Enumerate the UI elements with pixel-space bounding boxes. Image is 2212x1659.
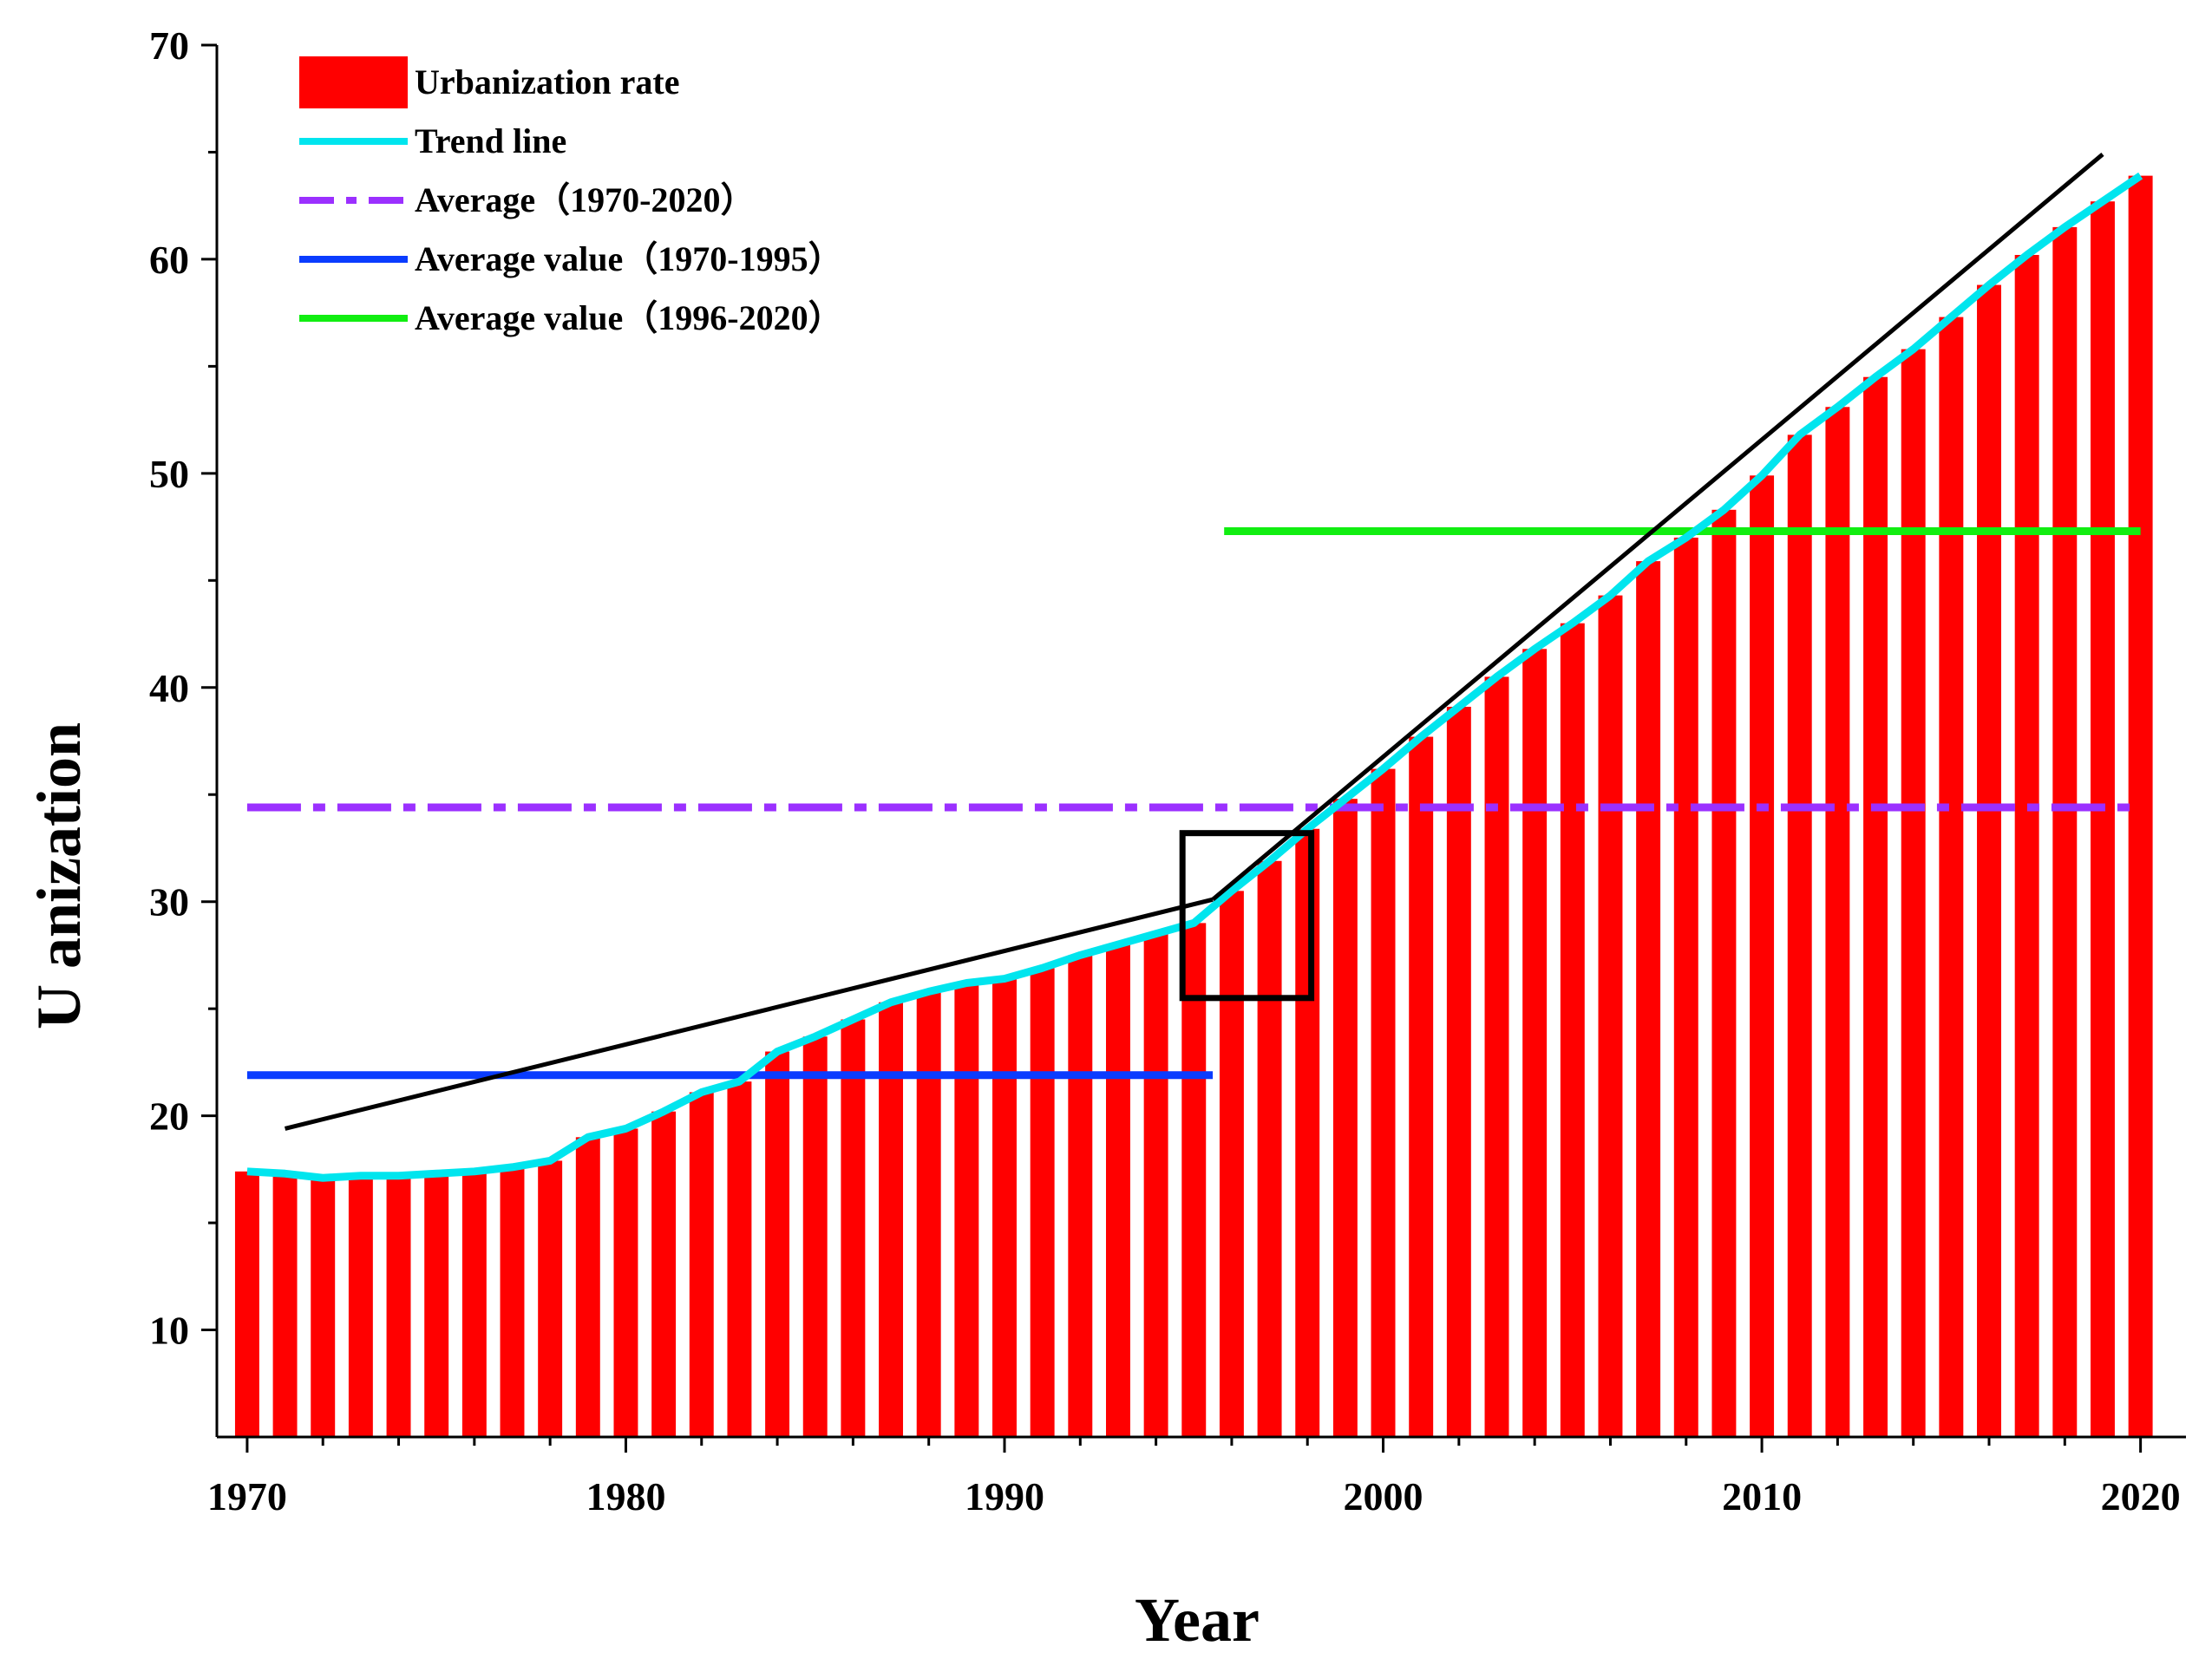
bar-2016	[1977, 284, 2001, 1437]
y-tick-label-40: 40	[149, 666, 189, 710]
bar-2000	[1371, 768, 1396, 1437]
bar-2015	[1939, 317, 1964, 1438]
bar-2014	[1901, 349, 1926, 1438]
bar-1987	[879, 1002, 904, 1437]
bar-1979	[575, 1137, 600, 1437]
fit-segment-1	[1211, 153, 2104, 902]
bar-1996	[1219, 891, 1244, 1437]
bar-1971	[272, 1173, 298, 1437]
bar-2009	[1711, 509, 1737, 1438]
bar-1974	[386, 1175, 411, 1437]
y-axis-title: U anization	[24, 722, 94, 1029]
y-tick-label-30: 30	[149, 880, 189, 924]
bar-2006	[1598, 595, 1623, 1437]
x-tick-label-2020: 2020	[2101, 1474, 2181, 1519]
fitted-segments	[284, 153, 2104, 1131]
bar-1982	[689, 1092, 714, 1437]
bar-1976	[461, 1171, 487, 1437]
fit-segment-0	[284, 897, 1214, 1131]
axes: 10 20 30 40 50 60 70 1970 1980 1990 2000 2010 2020	[149, 23, 2186, 1519]
bar-1983	[727, 1081, 752, 1437]
bar-1999	[1332, 799, 1358, 1437]
bar-1991	[1030, 968, 1055, 1437]
bar-1998	[1295, 828, 1320, 1437]
legend-label-4: Average value（1996-2020）	[415, 298, 843, 337]
bar-2013	[1863, 376, 1888, 1438]
y-tick-label-70: 70	[149, 23, 189, 68]
bar-2017	[2014, 254, 2039, 1437]
y-tick-label-60: 60	[149, 238, 189, 282]
legend: Urbanization rate Trend line Average（1970-…	[299, 56, 843, 337]
bar-1984	[765, 1051, 790, 1437]
bar-1980	[613, 1128, 638, 1437]
turning-point-rect	[1179, 830, 1315, 1002]
bar-2007	[1636, 561, 1661, 1437]
legend-label-0: Urbanization rate	[415, 62, 680, 101]
bar-2002	[1446, 706, 1471, 1437]
bar-1990	[992, 978, 1017, 1437]
bar-2008	[1673, 537, 1698, 1437]
x-tick-label-2010: 2010	[1722, 1474, 1802, 1519]
legend-swatch-bars	[299, 56, 408, 108]
x-tick-label-2000: 2000	[1344, 1474, 1423, 1519]
legend-label-2: Average（1970-2020）	[415, 180, 756, 219]
y-tick-label-20: 20	[149, 1094, 189, 1139]
bar-1994	[1143, 933, 1168, 1437]
bar-2012	[1825, 407, 1850, 1437]
bar-1992	[1068, 955, 1093, 1437]
bar-1975	[424, 1173, 449, 1437]
x-tick-label-1980: 1980	[586, 1474, 665, 1519]
bar-1988	[916, 991, 941, 1437]
y-tick-label-10: 10	[149, 1309, 189, 1353]
y-tick-label-50: 50	[149, 452, 189, 496]
bar-1981	[651, 1111, 677, 1437]
average-lines	[246, 527, 2141, 1080]
legend-label-1: Trend line	[415, 121, 566, 160]
bar-1985	[802, 1036, 828, 1437]
bar-2019	[2090, 201, 2115, 1437]
bar-series	[234, 175, 2153, 1438]
bar-2005	[1560, 623, 1585, 1437]
x-axis-title: Year	[1135, 1585, 1260, 1655]
trend-line-group	[246, 172, 2143, 1182]
bar-1973	[348, 1175, 373, 1437]
bar-1977	[500, 1166, 525, 1437]
bar-1978	[538, 1160, 563, 1437]
x-tick-label-1970: 1970	[207, 1474, 287, 1519]
bar-2018	[2052, 226, 2078, 1437]
bar-1995	[1181, 923, 1207, 1437]
trend-line	[246, 172, 2143, 1182]
legend-label-3: Average value（1970-1995）	[415, 239, 843, 278]
x-tick-label-1990: 1990	[965, 1474, 1044, 1519]
bar-2011	[1787, 434, 1812, 1437]
bar-1986	[841, 1019, 866, 1437]
bar-1989	[954, 983, 979, 1437]
bar-1972	[311, 1178, 336, 1437]
bar-2001	[1409, 736, 1434, 1437]
bar-1970	[234, 1171, 259, 1437]
bar-2010	[1750, 475, 1775, 1437]
turning-point-box	[1179, 830, 1315, 1002]
bar-2020	[2128, 175, 2153, 1438]
bar-1997	[1257, 860, 1282, 1437]
bar-1993	[1105, 944, 1130, 1437]
bar-2003	[1484, 676, 1509, 1437]
bar-2004	[1522, 649, 1548, 1437]
